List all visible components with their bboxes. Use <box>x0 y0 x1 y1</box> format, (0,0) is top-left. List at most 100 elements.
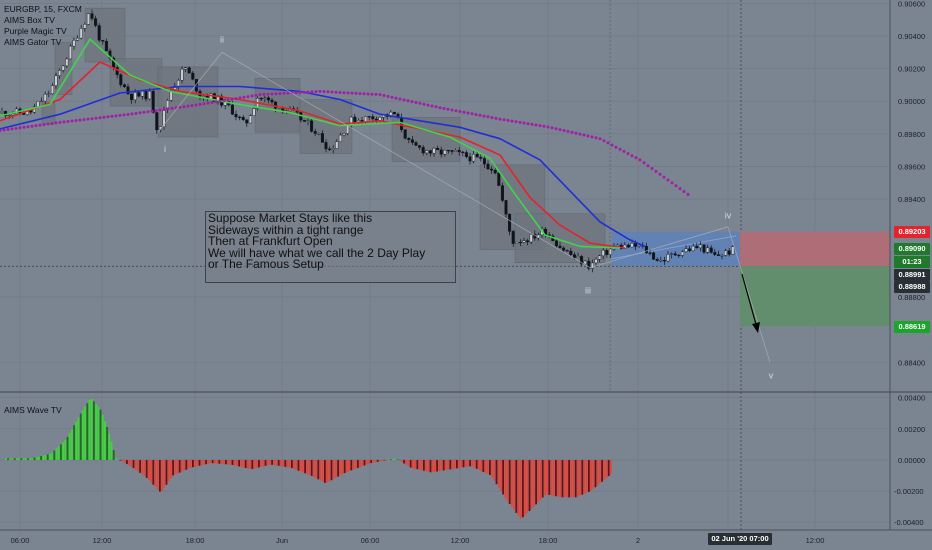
osc-bar-negative <box>596 459 599 486</box>
osc-bar-negative <box>601 459 603 482</box>
osc-bar-negative <box>471 459 474 467</box>
osc-bar-negative <box>590 459 592 491</box>
osc-bar-negative <box>341 459 344 475</box>
osc-bar-negative <box>552 459 555 496</box>
purple-dot <box>438 106 442 110</box>
candle-down <box>374 118 378 121</box>
purple-dot <box>630 154 634 158</box>
symbol-label[interactable]: EURGBP, 15, FXCM <box>4 4 82 14</box>
purple-dot <box>646 164 650 168</box>
purple-dot <box>90 117 94 121</box>
osc-bar-negative <box>183 459 185 471</box>
purple-dot <box>82 118 86 122</box>
price-tag-green: 0.88619 <box>894 321 930 333</box>
candle-down <box>508 213 512 232</box>
osc-bar-negative <box>346 459 348 473</box>
annotation-line: Suppose Market Stays like this <box>208 211 373 225</box>
osc-bar-negative <box>522 459 524 518</box>
candle-down <box>644 245 648 253</box>
osc-bar-positive <box>11 458 14 460</box>
purple-dot <box>374 92 378 96</box>
purple-dot <box>542 124 546 128</box>
osc-bar-negative <box>126 459 128 465</box>
arrow-head <box>752 322 760 333</box>
candle-up <box>684 248 688 253</box>
x-tick-label: 18:00 <box>186 536 205 545</box>
purple-dot <box>350 91 354 95</box>
purple-dot <box>178 105 182 109</box>
osc-bar-negative <box>585 459 588 493</box>
purple-dot <box>678 187 682 191</box>
x-tick-label: 12:00 <box>93 536 112 545</box>
candle-down <box>713 252 717 255</box>
osc-bar-negative <box>174 459 177 475</box>
candle-up <box>176 80 180 87</box>
osc-bar-positive <box>101 415 104 460</box>
osc-bar-negative <box>211 459 214 464</box>
osc-bar-negative <box>546 459 548 495</box>
candle-down <box>212 93 216 102</box>
purple-dot <box>62 120 66 124</box>
osc-bar-negative <box>462 459 465 468</box>
candle-down <box>245 119 249 124</box>
osc-bar-negative <box>167 459 170 482</box>
osc-bar-positive <box>57 446 60 460</box>
y-tick-label: 0.90400 <box>898 32 925 41</box>
countdown-tag: 01:23 <box>894 256 930 268</box>
purple-dot <box>230 97 234 101</box>
osc-bar-negative <box>308 459 311 475</box>
osc-bar-positive <box>392 458 394 460</box>
osc-bar-positive <box>62 442 64 460</box>
indicator-label[interactable]: AIMS Box TV <box>4 15 55 25</box>
purple-dot <box>94 116 98 120</box>
purple-dot <box>10 127 14 131</box>
candle-down <box>526 240 530 243</box>
osc-bar-negative <box>361 459 364 467</box>
osc-bar-positive <box>75 421 78 460</box>
osc-bar-negative <box>339 459 342 476</box>
candle-down <box>695 245 699 249</box>
purple-dot <box>318 89 322 93</box>
annotation-textbox[interactable]: Suppose Market Stays like this Sideways … <box>205 211 456 283</box>
purple-dot <box>50 122 54 125</box>
osc-bar-negative <box>236 459 238 467</box>
osc-bar-negative <box>409 459 412 468</box>
indicator-label[interactable]: Purple Magic TV <box>4 26 67 36</box>
osc-bar-negative <box>548 459 551 495</box>
osc-bar-positive <box>40 456 42 460</box>
wave-line <box>589 226 729 268</box>
indicator-label[interactable]: AIMS Gator TV <box>4 37 62 47</box>
osc-bar-positive <box>73 425 75 460</box>
osc-bar-positive <box>22 458 25 460</box>
osc-bar-positive <box>35 457 38 460</box>
osc-bar-negative <box>137 459 139 472</box>
osc-bar-negative <box>603 459 606 480</box>
oscillator-legend[interactable]: AIMS Wave TV <box>4 405 62 415</box>
candle-up <box>378 117 382 121</box>
osc-bar-negative <box>350 459 353 471</box>
candle-down <box>238 116 242 118</box>
osc-bar-negative <box>544 459 546 496</box>
candle-down <box>266 97 270 101</box>
osc-bar-negative <box>286 459 289 468</box>
purple-dot <box>2 128 6 132</box>
annotation-line: We will have what we call the 2 Day Play <box>208 245 426 260</box>
purple-dot <box>66 120 70 123</box>
osc-bar-negative <box>348 459 350 472</box>
candle-down <box>410 139 414 143</box>
osc-bar-negative <box>225 459 227 465</box>
purple-dot <box>262 92 266 96</box>
osc-bar-negative <box>484 459 487 473</box>
candle-down <box>655 259 659 261</box>
purple-dot <box>306 90 310 94</box>
osc-bar-negative <box>447 459 449 470</box>
purple-dot <box>478 113 482 117</box>
osc-bar-negative <box>407 459 410 467</box>
purple-dot <box>210 101 214 104</box>
osc-bar-negative <box>181 459 183 472</box>
osc-bar-negative <box>502 459 504 495</box>
osc-bar-negative <box>192 459 194 468</box>
osc-bar-positive <box>29 458 31 460</box>
osc-bar-negative <box>293 459 295 469</box>
